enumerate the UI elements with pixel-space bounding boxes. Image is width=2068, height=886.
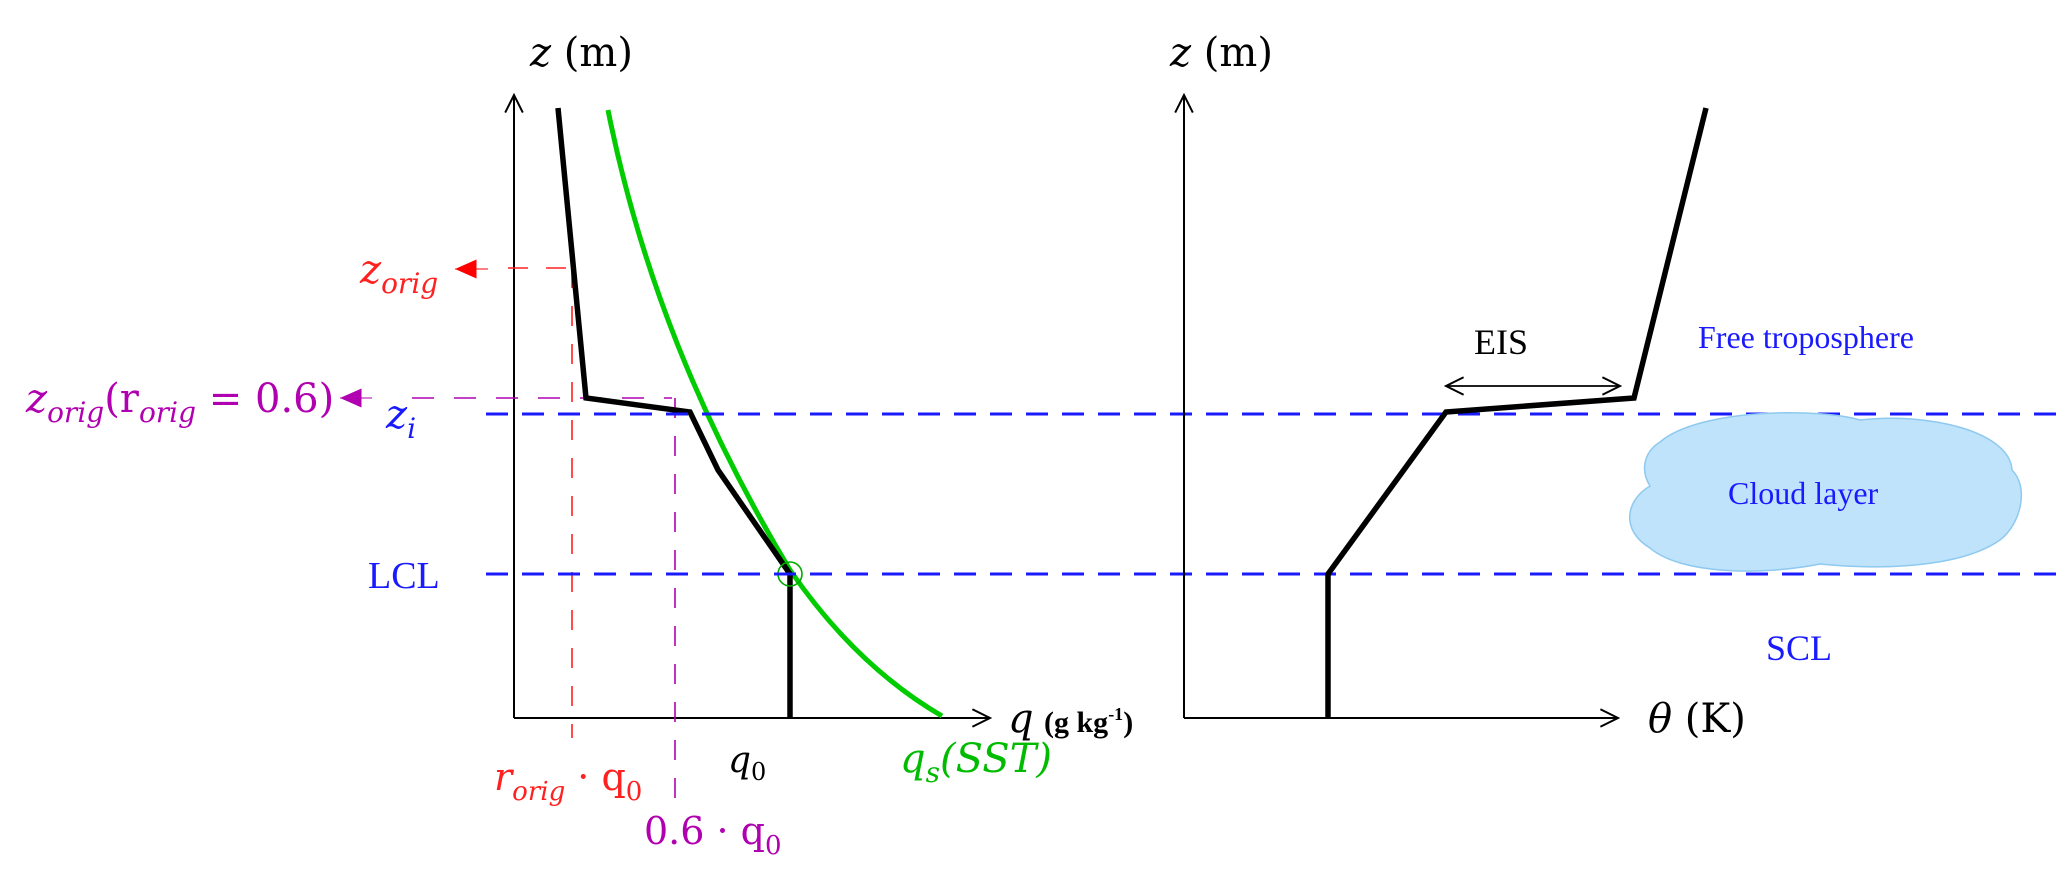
right-y-axis-label: z (m) <box>1169 30 1273 76</box>
left-y-axis-label: z (m) <box>529 30 633 76</box>
z-orig-label: zorig <box>359 247 438 300</box>
cloud-shape <box>1629 412 2023 572</box>
cloud-layer-label: Cloud layer <box>1728 475 1879 511</box>
right-x-axis-label: θ (K) <box>1648 696 1746 742</box>
theta-profile <box>1325 107 1709 718</box>
saturation-curve <box>605 109 944 719</box>
lcl-label-left: LCL <box>368 555 440 597</box>
r-orig-q0-label: rorig · q0 <box>494 755 642 807</box>
zi-label: zi <box>385 392 416 445</box>
z-orig-06-label: zorig(rorig = 0.6) <box>25 376 334 429</box>
eis-label: EIS <box>1474 322 1528 362</box>
left-x-axis-unit: (g kg-1) <box>1044 704 1133 739</box>
humidity-profile <box>555 107 793 718</box>
scl-label: SCL <box>1766 628 1832 668</box>
left-panel: z (m) q (g kg-1) zorig zorig(rorig = 0.6… <box>25 30 1133 861</box>
06-q0-label: 0.6 · q0 <box>644 809 782 861</box>
qs-sst-label: qs(SST) <box>900 736 1052 789</box>
free-troposphere-label: Free troposphere <box>1698 319 1914 355</box>
right-panel: z (m) θ (K) EIS Free troposphere Cloud l… <box>1169 30 2023 742</box>
q0-label: q0 <box>728 740 766 786</box>
left-x-axis-label: q <box>1008 696 1034 742</box>
